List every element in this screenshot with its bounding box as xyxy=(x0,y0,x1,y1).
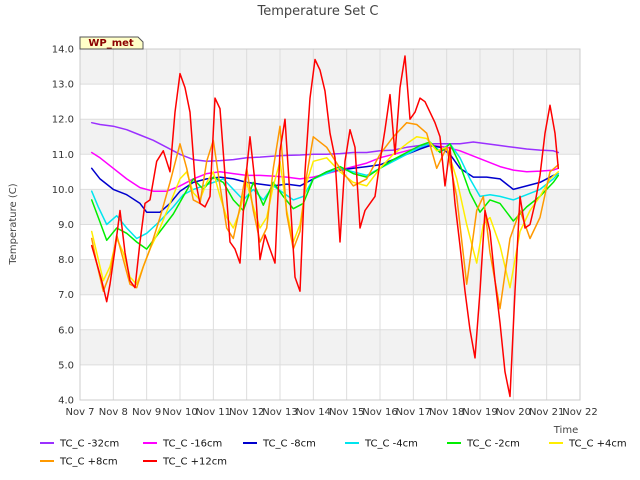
x-tick-label: Nov 10 xyxy=(162,407,197,418)
y-tick-label: 12.0 xyxy=(52,115,74,126)
legend-label: TC_C -4cm xyxy=(364,439,418,450)
x-tick-label: Nov 12 xyxy=(229,407,264,418)
x-axis-label: Time xyxy=(553,425,578,436)
legend: TC_C -32cm TC_C -16cm TC_C -8cm TC_C -4cm TC… xyxy=(40,439,627,468)
y-tick-label: 13.0 xyxy=(52,80,74,91)
legend-item: TC_C -8cm xyxy=(243,439,316,450)
x-tick-label: Nov 20 xyxy=(496,407,531,418)
y-tick-label: 8.0 xyxy=(58,255,74,266)
legend-item: TC_C -2cm xyxy=(447,439,520,450)
x-tick-label: Nov 14 xyxy=(296,407,331,418)
x-tick-label: Nov 17 xyxy=(396,407,431,418)
y-axis-label: Temperature (C) xyxy=(8,183,19,265)
y-tick-label: 7.0 xyxy=(58,290,74,301)
series-line-tc-c-4cm xyxy=(90,143,560,240)
legend-label: TC_C +8cm xyxy=(59,457,118,468)
legend-label: TC_C +12cm xyxy=(162,457,227,468)
series-line-tc-c-8cm xyxy=(90,121,560,310)
y-tick-label: 5.0 xyxy=(58,360,74,371)
series-line-tc-c-2cm xyxy=(90,141,560,250)
y-tick-label: 9.0 xyxy=(58,220,74,231)
background-band xyxy=(80,189,580,225)
x-tick-label: Nov 19 xyxy=(462,407,497,418)
background-band xyxy=(80,49,580,85)
y-tick-label: 11.0 xyxy=(52,150,74,161)
x-tick-label: Nov 18 xyxy=(429,407,464,418)
x-tick-label: Nov 8 xyxy=(99,407,128,418)
series-line-tc-c-32cm xyxy=(90,121,560,163)
y-tick-label: 6.0 xyxy=(58,325,74,336)
x-tick-label: Nov 16 xyxy=(362,407,397,418)
series-line-tc-c-12cm xyxy=(90,55,560,398)
x-tick-label: Nov 22 xyxy=(562,407,597,418)
x-tick-label: Nov 13 xyxy=(262,407,297,418)
y-axis-ticks: 4.0 5.0 6.0 7.0 8.0 9.0 10.0 11.0 12.0 13.0 14.0 xyxy=(52,45,74,407)
legend-item: TC_C -16cm xyxy=(143,439,222,450)
y-tick-label: 14.0 xyxy=(52,45,74,56)
site-label-box: WP_met xyxy=(79,36,144,50)
legend-label: TC_C -8cm xyxy=(262,439,316,450)
legend-item: TC_C +8cm xyxy=(40,457,118,468)
legend-item: TC_C +4cm xyxy=(549,439,627,450)
legend-item: TC_C -32cm xyxy=(40,439,119,450)
chart-title: Temperature Set C xyxy=(256,4,378,19)
background-band xyxy=(80,329,580,365)
y-tick-label: 4.0 xyxy=(58,396,74,407)
legend-item: TC_C -4cm xyxy=(345,439,418,450)
x-tick-label: Nov 9 xyxy=(132,407,161,418)
y-tick-label: 10.0 xyxy=(52,185,74,196)
x-tick-label: Nov 7 xyxy=(65,407,94,418)
background-bands xyxy=(80,49,580,365)
x-tick-label: Nov 21 xyxy=(529,407,564,418)
series-layer xyxy=(90,55,560,398)
x-tick-label: Nov 11 xyxy=(196,407,231,418)
legend-item: TC_C +12cm xyxy=(143,457,227,468)
legend-label: TC_C -32cm xyxy=(59,439,119,450)
site-label: WP_met xyxy=(88,38,134,49)
legend-label: TC_C +4cm xyxy=(568,439,627,450)
plot-frame xyxy=(79,48,581,401)
legend-label: TC_C -16cm xyxy=(162,439,222,450)
legend-label: TC_C -2cm xyxy=(466,439,520,450)
x-tick-label: Nov 15 xyxy=(329,407,364,418)
